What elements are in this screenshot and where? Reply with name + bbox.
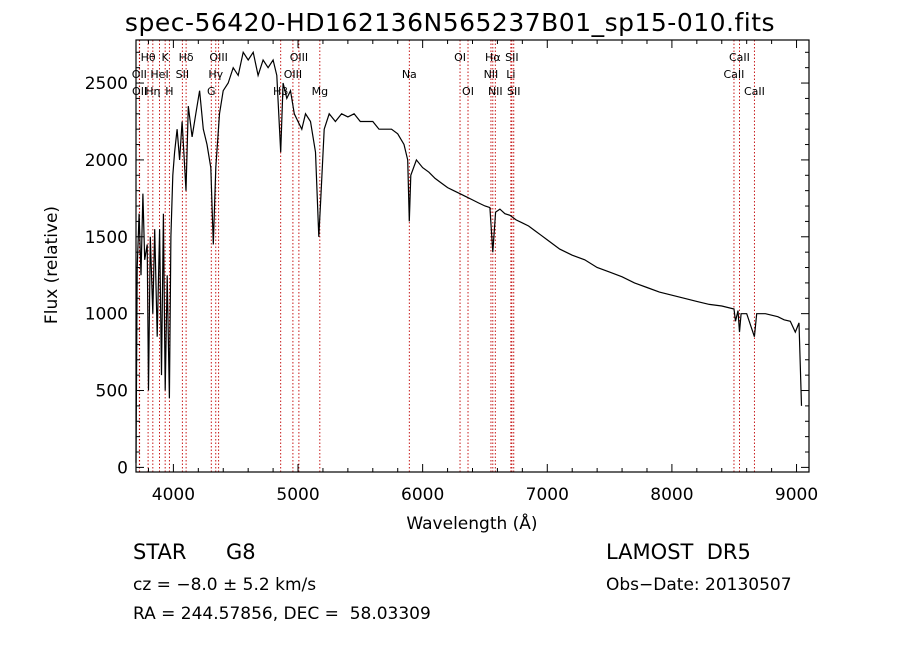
spectral-line-label: SII bbox=[176, 68, 189, 81]
line-marker-labels: HθHηOIIOIIHeIKHSIIHδGHγOIIIHβOIIIOIIIMgN… bbox=[132, 51, 765, 98]
y-tick-label: 1000 bbox=[85, 305, 128, 325]
x-axis-label: Wavelength (Å) bbox=[406, 512, 537, 534]
spectral-line-label: OII bbox=[132, 85, 147, 98]
y-tick-label: 500 bbox=[96, 382, 128, 402]
spectral-line-label: CaII bbox=[724, 68, 745, 81]
y-axis-label: Flux (relative) bbox=[42, 206, 62, 324]
redshift-velocity: cz = −8.0 ± 5.2 km/s bbox=[133, 575, 317, 595]
spectral-line-label: SII bbox=[507, 85, 520, 98]
spectral-line-label: G bbox=[207, 85, 216, 98]
x-tick-label: 7000 bbox=[526, 485, 569, 505]
y-tick-label: 1500 bbox=[85, 228, 128, 248]
y-axis-ticks: 0 500 1000 1500 2000 2500 bbox=[85, 51, 809, 478]
x-tick-label: 6000 bbox=[401, 485, 444, 505]
x-tick-label: 4000 bbox=[152, 485, 195, 505]
spectral-line-label: OIII bbox=[284, 68, 302, 81]
y-tick-label: 0 bbox=[117, 458, 128, 478]
line-markers bbox=[138, 40, 755, 472]
object-subclass: G8 bbox=[226, 540, 256, 564]
y-tick-label: 2000 bbox=[85, 151, 128, 171]
observation-date: Obs−Date: 20130507 bbox=[606, 575, 792, 595]
chart-title: spec-56420-HD162136N565237B01_sp15-010.f… bbox=[124, 8, 776, 37]
spectral-line-label: Li bbox=[506, 68, 515, 81]
spectral-line-label: CaII bbox=[729, 51, 750, 64]
spectral-line-label: K bbox=[162, 51, 170, 64]
spectral-line-label: OII bbox=[132, 68, 147, 81]
x-tick-label: 9000 bbox=[775, 485, 818, 505]
spectral-line-label: H bbox=[165, 85, 173, 98]
plot-frame bbox=[135, 39, 810, 473]
spectral-line-label: Mg bbox=[312, 85, 328, 98]
spectral-line-label: OI bbox=[454, 51, 466, 64]
spectral-line-label: Hθ bbox=[141, 51, 156, 64]
object-class: STAR bbox=[133, 540, 187, 564]
spectral-line-label: Na bbox=[402, 68, 417, 81]
spectral-line-label: NII bbox=[484, 68, 499, 81]
x-tick-label: 5000 bbox=[276, 485, 319, 505]
spectral-line-label: Hδ bbox=[179, 51, 194, 64]
spectral-line-label: Hη bbox=[145, 85, 160, 98]
spectral-line-label: NII bbox=[488, 85, 503, 98]
spectral-line-label: HeI bbox=[150, 68, 168, 81]
spectrum-line bbox=[135, 50, 803, 463]
coordinates: RA = 244.57856, DEC = 58.03309 bbox=[133, 604, 431, 624]
spectral-line-label: OIII bbox=[209, 51, 227, 64]
survey-name: LAMOST DR5 bbox=[606, 540, 751, 564]
spectral-line-label: OIII bbox=[290, 51, 308, 64]
spectral-line-label: CaII bbox=[744, 85, 765, 98]
spectral-line-label: Hγ bbox=[208, 68, 223, 81]
x-axis-ticks: 4000 5000 6000 7000 8000 9000 bbox=[147, 40, 818, 505]
y-tick-label: 2500 bbox=[85, 74, 128, 94]
spectral-line-label: Hα bbox=[485, 51, 501, 64]
spectral-line-label: OI bbox=[462, 85, 474, 98]
spectral-line-label: SII bbox=[505, 51, 518, 64]
x-tick-label: 8000 bbox=[650, 485, 693, 505]
